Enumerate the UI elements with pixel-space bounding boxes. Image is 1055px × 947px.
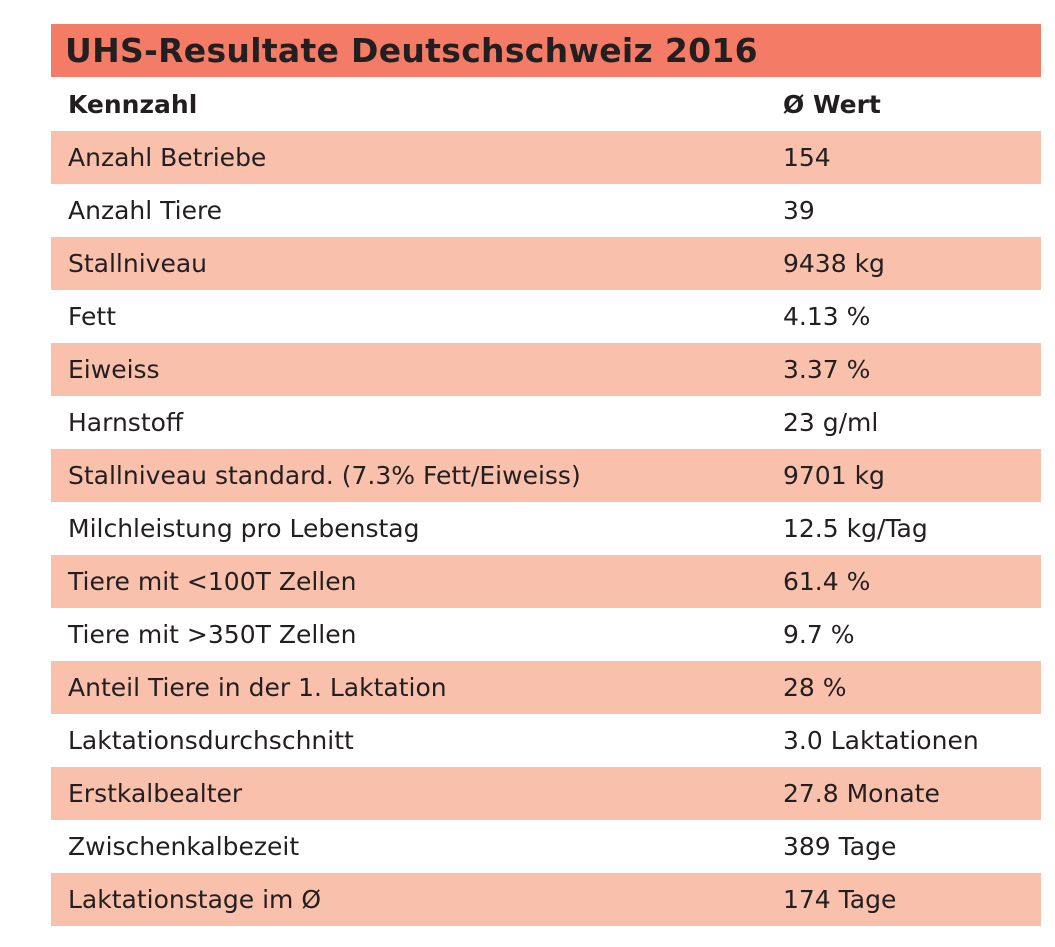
table-header-row: Kennzahl Ø Wert (51, 77, 1041, 131)
row-value: 9701 kg (783, 461, 885, 490)
row-label: Tiere mit >350T Zellen (68, 620, 357, 649)
row-value: 174 Tage (783, 885, 897, 914)
table-row: Harnstoff 23 g/ml (51, 396, 1041, 449)
header-label: Kennzahl (68, 89, 198, 119)
table-row: Fett 4.13 % (51, 290, 1041, 343)
row-value: 23 g/ml (783, 408, 879, 437)
table-row: Laktationstage im Ø 174 Tage (51, 873, 1041, 926)
row-value: 9.7 % (783, 620, 855, 649)
table-row: Eiweiss 3.37 % (51, 343, 1041, 396)
table-row: Stallniveau standard. (7.3% Fett/Eiweiss… (51, 449, 1041, 502)
row-label: Stallniveau (68, 249, 208, 278)
table-row: Erstkalbealter 27.8 Monate (51, 767, 1041, 820)
row-label: Fett (68, 302, 116, 331)
row-label: Laktationstage im Ø (68, 885, 322, 914)
row-value: 61.4 % (783, 567, 871, 596)
row-label: Harnstoff (68, 408, 184, 437)
table-row: Anzahl Tiere 39 (51, 184, 1041, 237)
row-value: 9438 kg (783, 249, 885, 278)
row-label: Stallniveau standard. (7.3% Fett/Eiweiss… (68, 461, 581, 490)
table-row: Zwischenkalbezeit 389 Tage (51, 820, 1041, 873)
row-value: 27.8 Monate (783, 779, 940, 808)
table-row: Anzahl Betriebe 154 (51, 131, 1041, 184)
row-value: 3.0 Laktationen (783, 726, 979, 755)
row-label: Tiere mit <100T Zellen (68, 567, 357, 596)
row-label: Laktationsdurchschnitt (68, 726, 354, 755)
row-value: 154 (783, 143, 831, 172)
table-row: Laktationsdurchschnitt 3.0 Laktationen (51, 714, 1041, 767)
table-row: Tiere mit <100T Zellen 61.4 % (51, 555, 1041, 608)
row-value: 39 (783, 196, 815, 225)
row-label: Anzahl Betriebe (68, 143, 267, 172)
table-title: UHS-Resultate Deutschschweiz 2016 (65, 31, 758, 70)
title-bar: UHS-Resultate Deutschschweiz 2016 (51, 24, 1041, 77)
row-value: 3.37 % (783, 355, 871, 384)
table-row: Stallniveau 9438 kg (51, 237, 1041, 290)
results-card: UHS-Resultate Deutschschweiz 2016 Kennza… (51, 24, 1041, 926)
header-value: Ø Wert (783, 89, 881, 119)
table-row: Milchleistung pro Lebenstag 12.5 kg/Tag (51, 502, 1041, 555)
row-value: 4.13 % (783, 302, 871, 331)
row-label: Anteil Tiere in der 1. Laktation (68, 673, 447, 702)
row-label: Eiweiss (68, 355, 160, 384)
row-value: 12.5 kg/Tag (783, 514, 928, 543)
row-label: Erstkalbealter (68, 779, 243, 808)
results-table: Kennzahl Ø Wert Anzahl Betriebe 154 Anzahl… (51, 77, 1041, 926)
table-row: Anteil Tiere in der 1. Laktation 28 % (51, 661, 1041, 714)
row-label: Zwischenkalbezeit (68, 832, 300, 861)
table-body: Anzahl Betriebe 154 Anzahl Tiere 39 Stallniv… (51, 131, 1041, 926)
table-row: Tiere mit >350T Zellen 9.7 % (51, 608, 1041, 661)
row-value: 389 Tage (783, 832, 897, 861)
row-label: Anzahl Tiere (68, 196, 223, 225)
row-label: Milchleistung pro Lebenstag (68, 514, 420, 543)
row-value: 28 % (783, 673, 847, 702)
